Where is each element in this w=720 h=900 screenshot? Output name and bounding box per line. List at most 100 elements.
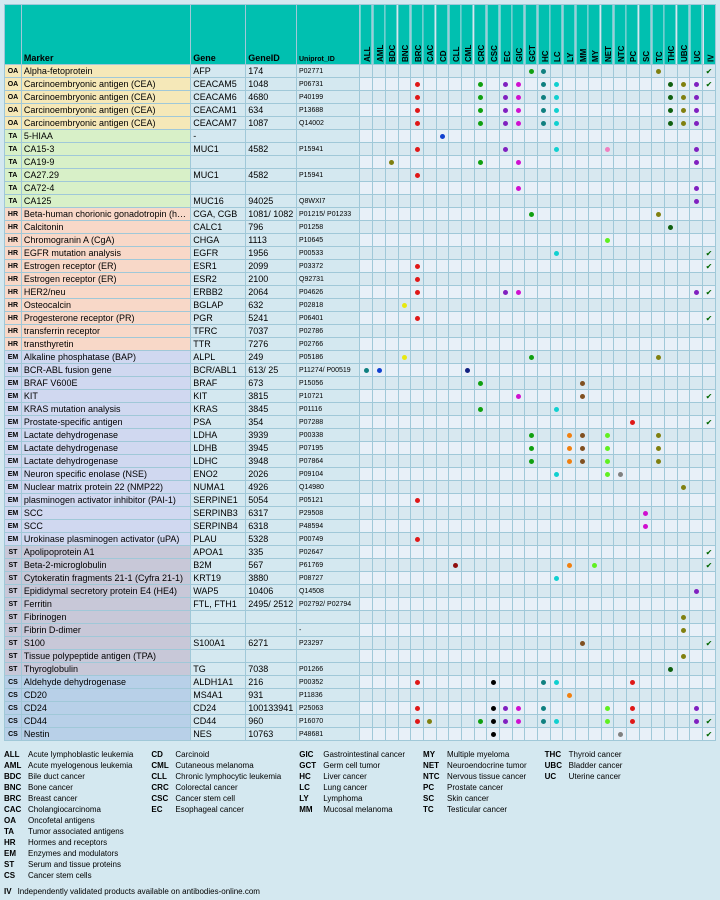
marker-dot [656, 446, 661, 451]
marker-dot [554, 147, 559, 152]
cancer-col-UC: UC [690, 5, 703, 65]
marker-dot [554, 251, 559, 256]
marker-dot [618, 732, 623, 737]
cancer-col-ALL: ALL [360, 5, 373, 65]
legend-item: ALLAcute lymphoblastic leukemia [4, 750, 133, 759]
cancer-col-MY: MY [588, 5, 601, 65]
marker-dot [694, 108, 699, 113]
marker-dot [656, 212, 661, 217]
marker-dot [529, 212, 534, 217]
table-row: STFibrin D-dimer- [5, 624, 716, 637]
cancer-col-PC: PC [626, 5, 639, 65]
table-row: HROsteocalcinBGLAP632P02818 [5, 299, 716, 312]
legend-item: GCTGerm cell tumor [299, 761, 405, 770]
marker-dot [478, 95, 483, 100]
marker-dot [554, 108, 559, 113]
table-row: TACA27.29MUC14582P15941 [5, 169, 716, 182]
marker-dot [554, 82, 559, 87]
legend-item: MYMultiple myeloma [423, 750, 527, 759]
marker-dot [402, 355, 407, 360]
legend-item: CACCholangiocarcinoma [4, 805, 133, 814]
table-row: OACarcinoembryonic antigen (CEA)CEACAM16… [5, 104, 716, 117]
marker-dot [605, 472, 610, 477]
marker-dot [516, 706, 521, 711]
table-row: EMLactate dehydrogenaseLDHA3939P00338 [5, 429, 716, 442]
legend-item: BDCBile duct cancer [4, 772, 133, 781]
legend-item: PCProstate cancer [423, 783, 527, 792]
iv-check-icon: ✔ [706, 717, 713, 726]
table-row: EMNeuron specific enolase (NSE)ENO22026P… [5, 468, 716, 481]
marker-dot [503, 95, 508, 100]
marker-dot [554, 472, 559, 477]
marker-dot [541, 95, 546, 100]
cancer-col-AML: AML [373, 5, 386, 65]
marker-dot [415, 277, 420, 282]
cancer-col-MM: MM [576, 5, 589, 65]
marker-dot [605, 147, 610, 152]
marker-dot [580, 641, 585, 646]
marker-dot [377, 368, 382, 373]
cancer-col-CAC: CAC [423, 5, 436, 65]
marker-dot [668, 121, 673, 126]
table-row: HRHER2/neuERBB22064P04626✔ [5, 286, 716, 299]
marker-dot [541, 706, 546, 711]
legend-item: GICGastrointestinal cancer [299, 750, 405, 759]
marker-dot [478, 407, 483, 412]
marker-dot [656, 459, 661, 464]
marker-dot [415, 82, 420, 87]
iv-check-icon: ✔ [706, 67, 713, 76]
iv-check-icon: ✔ [706, 249, 713, 258]
marker-dot [681, 82, 686, 87]
col-header [5, 5, 22, 65]
marker-dot [668, 667, 673, 672]
cancer-col-CLL: CLL [449, 5, 462, 65]
marker-dot [415, 121, 420, 126]
marker-table: MarkerGeneGeneIDUniprot_IDALLAMLBDCBNCBR… [4, 4, 716, 741]
marker-dot [415, 498, 420, 503]
marker-dot [415, 108, 420, 113]
cancer-col-HC: HC [538, 5, 551, 65]
cancer-col-UBC: UBC [677, 5, 690, 65]
cancer-col-LC: LC [550, 5, 563, 65]
marker-dot [541, 121, 546, 126]
marker-dot [516, 719, 521, 724]
cancer-col-IV: IV [703, 5, 716, 65]
marker-dot [694, 719, 699, 724]
cancer-col-EC: EC [500, 5, 513, 65]
marker-dot [491, 706, 496, 711]
marker-dot [415, 290, 420, 295]
marker-dot [592, 563, 597, 568]
table-row: HRtransferrin receptorTFRC7037P02786 [5, 325, 716, 338]
iv-check-icon: ✔ [706, 548, 713, 557]
marker-dot [643, 511, 648, 516]
marker-dot [389, 160, 394, 165]
marker-dot [630, 420, 635, 425]
marker-dot [694, 589, 699, 594]
table-row: TACA125MUC1694025Q8WXI7 [5, 195, 716, 208]
table-row: CSCD20MS4A1931P11836 [5, 689, 716, 702]
marker-dot [516, 394, 521, 399]
marker-dot [503, 108, 508, 113]
marker-dot [580, 459, 585, 464]
table-row: STTissue polypeptide antigen (TPA) [5, 650, 716, 663]
marker-dot [567, 446, 572, 451]
legend-item: CMLCutaneous melanoma [151, 761, 281, 770]
legend-item: UCUterine cancer [545, 772, 623, 781]
marker-dot [402, 303, 407, 308]
marker-dot [681, 615, 686, 620]
marker-dot [668, 95, 673, 100]
table-row: EMLactate dehydrogenaseLDHB3945P07195 [5, 442, 716, 455]
marker-dot [694, 160, 699, 165]
table-row: TA5-HIAA- [5, 130, 716, 143]
table-row: HRBeta-human chorionic gonadotropin (hCG… [5, 208, 716, 221]
table-row: HREGFR mutation analysisEGFR1956P00533✔ [5, 247, 716, 260]
marker-dot [541, 680, 546, 685]
legend-item: NTCNervous tissue cancer [423, 772, 527, 781]
table-row: STEpididymal secretory protein E4 (HE4)W… [5, 585, 716, 598]
table-row: STS100S100A16271P23297✔ [5, 637, 716, 650]
cancer-col-CML: CML [461, 5, 474, 65]
legend-item: OAOncofetal antigens [4, 816, 124, 825]
marker-dot [681, 485, 686, 490]
marker-dot [516, 82, 521, 87]
marker-dot [541, 82, 546, 87]
